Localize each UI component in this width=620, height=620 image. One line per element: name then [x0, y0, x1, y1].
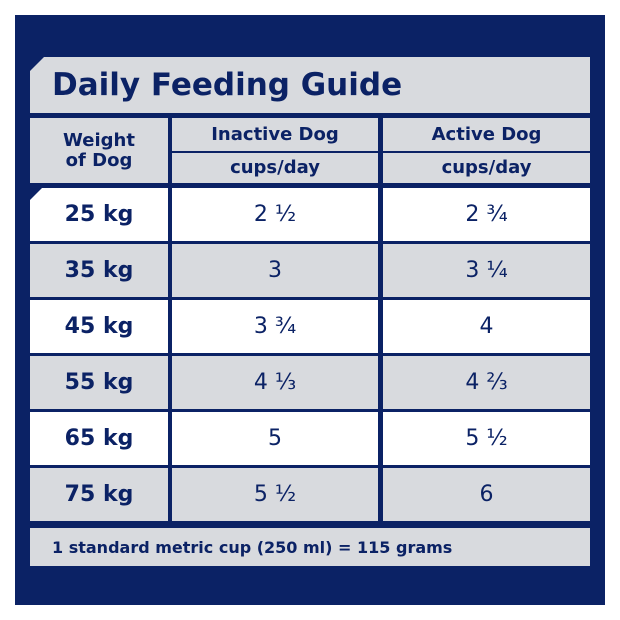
- weight-cell: 35 kg: [30, 244, 168, 297]
- weight-cell: 65 kg: [30, 412, 168, 465]
- footer-note: 1 standard metric cup (250 ml) = 115 gra…: [30, 528, 590, 566]
- weight-cell: 25 kg: [30, 188, 168, 241]
- weight-cell: 75 kg: [30, 468, 168, 521]
- column-header: Inactive Dog: [172, 118, 378, 151]
- cups-cell: 3 ¼: [383, 244, 590, 297]
- cups-cell: 2 ¾: [383, 188, 590, 241]
- cups-cell: 5 ½: [383, 412, 590, 465]
- title: Daily Feeding Guide: [30, 57, 590, 113]
- cups-cell: 5: [172, 412, 378, 465]
- cups-cell: 6: [383, 468, 590, 521]
- cups-cell: 3: [172, 244, 378, 297]
- weight-cell: 45 kg: [30, 300, 168, 353]
- cups-cell: 4: [383, 300, 590, 353]
- column-unit: cups/day: [383, 153, 590, 183]
- column-unit: cups/day: [172, 153, 378, 183]
- cups-cell: 4 ⅓: [172, 356, 378, 409]
- cups-cell: 2 ½: [172, 188, 378, 241]
- column-header: Active Dog: [383, 118, 590, 151]
- cups-cell: 5 ½: [172, 468, 378, 521]
- cups-cell: 3 ¾: [172, 300, 378, 353]
- cups-cell: 4 ⅔: [383, 356, 590, 409]
- weight-cell: 55 kg: [30, 356, 168, 409]
- column-header: Weight of Dog: [30, 118, 168, 183]
